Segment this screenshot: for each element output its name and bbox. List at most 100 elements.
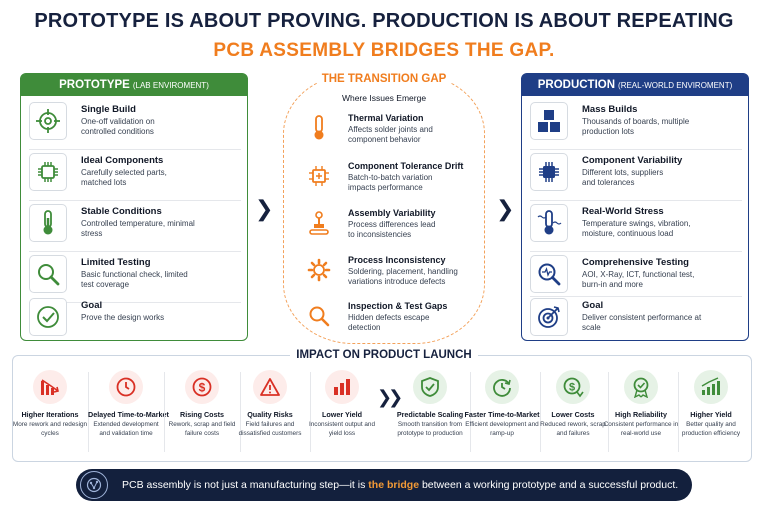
- prototype-item-goal: Goal Prove the design works: [29, 298, 241, 342]
- impact-heading: IMPACT ON PRODUCT LAUNCH: [0, 349, 768, 361]
- production-heading-sub: (REAL-WORLD ENVIROMENT): [618, 80, 733, 90]
- main-title: PROTOTYPE IS ABOUT PROVING. PRODUCTION I…: [34, 10, 734, 32]
- chip-icon: [29, 153, 67, 191]
- divider: [310, 372, 311, 452]
- divider: [164, 372, 165, 452]
- prototype-item-limited-testing: Limited Testing Basic functional check, …: [29, 255, 241, 299]
- item-desc: Soldering, placement, handling variation…: [348, 267, 458, 287]
- impact-quality-risks: Quality Risks Field failures and dissati…: [232, 370, 308, 438]
- impact-desc: Extended development and validation time: [93, 421, 159, 437]
- bullseye-icon: [530, 298, 568, 336]
- impact-desc: Consistent performance in real-world use: [603, 421, 679, 437]
- item-desc: Carefully selected parts, matched lots: [81, 168, 167, 188]
- item-desc: Process differences lead to inconsistenc…: [348, 220, 436, 240]
- item-desc: Prove the design works: [81, 313, 165, 322]
- item-title: Limited Testing: [81, 257, 151, 268]
- transition-item-tolerance-drift: Component Tolerance Drift Batch-to-batch…: [306, 161, 476, 194]
- impact-desc: Reduced rework, scrap and failures: [540, 421, 606, 437]
- bar-up-icon: [694, 370, 728, 404]
- item-title: Goal: [81, 300, 103, 311]
- gear-icon: [306, 255, 332, 285]
- production-heading: PRODUCTION (REAL-WORLD ENVIROMENT): [522, 74, 748, 96]
- clock-icon: [109, 370, 143, 404]
- item-title: Stable Conditions: [81, 206, 162, 217]
- dollar-down-icon: $: [556, 370, 590, 404]
- impact-desc: Field failures and dissatisfied customer…: [238, 421, 302, 437]
- impact-title: Lower Costs: [551, 410, 595, 419]
- transition-item-inspection-gaps: Inspection & Test Gaps Hidden defects es…: [306, 301, 476, 334]
- item-title: Ideal Components: [81, 155, 164, 166]
- impact-title: Faster Time-to-Market: [464, 410, 540, 419]
- divider: [530, 149, 742, 150]
- bar-down-icon: [33, 370, 67, 404]
- impact-title: Higher Iterations: [21, 410, 79, 419]
- divider: [29, 302, 241, 303]
- impact-title: Lower Yield: [322, 410, 362, 419]
- svg-text:$: $: [199, 381, 206, 395]
- item-desc: Temperature swings, vibration, moisture,…: [582, 219, 691, 239]
- divider: [88, 372, 89, 452]
- item-title: Mass Builds: [582, 104, 638, 115]
- impact-desc: Better quality and production efficiency: [681, 421, 741, 437]
- impact-delayed-ttm: Delayed Time-to-Market Extended developm…: [88, 370, 169, 438]
- production-item-real-world-stress: Real-World Stress Temperature swings, vi…: [530, 204, 742, 248]
- double-chevron-icon: ❯❯: [377, 387, 403, 407]
- impact-faster-ttm: Faster Time-to-Market Efficient developm…: [464, 370, 540, 438]
- item-desc: Hidden defects escape detection: [348, 313, 430, 333]
- item-desc: AOI, X-Ray, ICT, functional test, burn-i…: [582, 270, 695, 290]
- item-desc: Basic functional check, limited test cov…: [81, 270, 188, 290]
- item-title: Inspection & Test Gaps: [348, 301, 448, 311]
- item-title: Component Variability: [582, 155, 683, 166]
- item-title: Assembly Variability: [348, 208, 436, 218]
- production-item-goal: Goal Deliver consistent performance at s…: [530, 298, 742, 342]
- impact-heading-label: IMPACT ON PRODUCT LAUNCH: [290, 349, 478, 361]
- prototype-item-ideal-components: Ideal Components Carefully selected part…: [29, 153, 241, 197]
- transition-heading: THE TRANSITION GAP: [283, 73, 485, 85]
- impact-title: Delayed Time-to-Market: [88, 410, 169, 419]
- impact-lower-yield: Lower Yield Inconsistent output and yiel…: [304, 370, 380, 438]
- item-title: Process Inconsistency: [348, 255, 446, 265]
- divider: [240, 372, 241, 452]
- impact-higher-iterations: Higher Iterations More rework and redesi…: [12, 370, 88, 438]
- impact-lower-costs: $ Lower Costs Reduced rework, scrap and …: [535, 370, 611, 438]
- warning-icon: [253, 370, 287, 404]
- transition-item-process-inconsistency: Process Inconsistency Soldering, placeme…: [306, 255, 476, 288]
- prototype-panel: PROTOTYPE (LAB ENVIROMENT) Single Build …: [20, 73, 248, 341]
- production-panel: PRODUCTION (REAL-WORLD ENVIROMENT) Mass …: [521, 73, 749, 341]
- banner-text: PCB assembly is not just a manufacturing…: [122, 479, 678, 491]
- impact-predictable-scaling: Predictable Scaling Smooth transition fr…: [392, 370, 468, 438]
- transition-item-assembly-variability: Assembly Variability Process differences…: [306, 208, 476, 241]
- chevron-right-icon: ❯: [255, 196, 274, 221]
- magnifier-icon: [530, 255, 568, 293]
- production-heading-label: PRODUCTION: [537, 79, 616, 91]
- divider: [470, 372, 471, 452]
- impact-title: Rising Costs: [180, 410, 224, 419]
- thermometer-icon: [530, 204, 568, 242]
- prototype-item-single-build: Single Build One-off validation on contr…: [29, 102, 241, 146]
- impact-rising-costs: $ Rising Costs Rework, scrap and field f…: [164, 370, 240, 438]
- magnifier-icon: [306, 301, 332, 331]
- banner-highlight: the bridge: [368, 479, 420, 491]
- prototype-item-stable-conditions: Stable Conditions Controlled temperature…: [29, 204, 241, 248]
- chip-icon: [306, 161, 332, 191]
- item-title: Goal: [582, 300, 604, 311]
- item-desc: Different lots, suppliers and tolerances: [582, 168, 664, 188]
- chevron-right-icon: ❯: [496, 196, 515, 221]
- thermometer-icon: [29, 204, 67, 242]
- impact-desc: Rework, scrap and field failure costs: [168, 421, 236, 437]
- item-desc: Controlled temperature, minimal stress: [81, 219, 195, 239]
- transition-heading-label: THE TRANSITION GAP: [317, 73, 451, 85]
- item-desc: Affects solder joints and component beha…: [348, 125, 433, 145]
- item-title: Real-World Stress: [582, 206, 664, 217]
- transition-subheading: Where Issues Emerge: [341, 93, 427, 103]
- sub-title: PCB ASSEMBLY BRIDGES THE GAP.: [213, 40, 555, 61]
- impact-desc: More rework and redesign cycles: [12, 421, 88, 437]
- divider: [29, 200, 241, 201]
- circuit-globe-icon: [80, 471, 108, 499]
- target-icon: [29, 102, 67, 140]
- divider: [29, 251, 241, 252]
- prototype-heading-label: PROTOTYPE: [59, 79, 130, 91]
- item-title: Component Tolerance Drift: [348, 161, 464, 171]
- magnifier-icon: [29, 255, 67, 293]
- svg-text:$: $: [569, 382, 575, 394]
